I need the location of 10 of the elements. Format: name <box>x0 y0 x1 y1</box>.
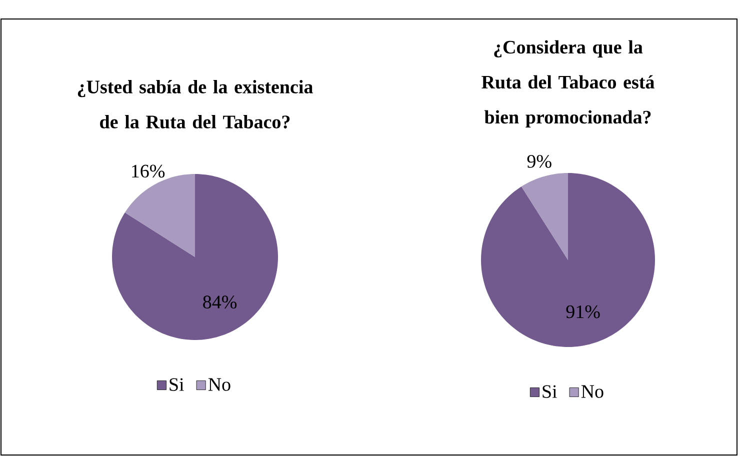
data-label: 91% <box>566 305 600 318</box>
data-label: 9% <box>527 154 552 168</box>
chart-title: ¿Usted sabía de la existencia de la Ruta del Tabaco? <box>78 80 313 128</box>
data-label: 84% <box>203 296 237 309</box>
chart-title: ¿Considera que la Ruta del Tabaco está bien promocionada? <box>482 40 654 128</box>
legend-label: No <box>581 385 604 398</box>
legend-label: Si <box>170 378 184 391</box>
legend-label: Si <box>542 385 557 398</box>
legend-label: No <box>208 378 230 391</box>
data-label: 16% <box>132 164 165 178</box>
